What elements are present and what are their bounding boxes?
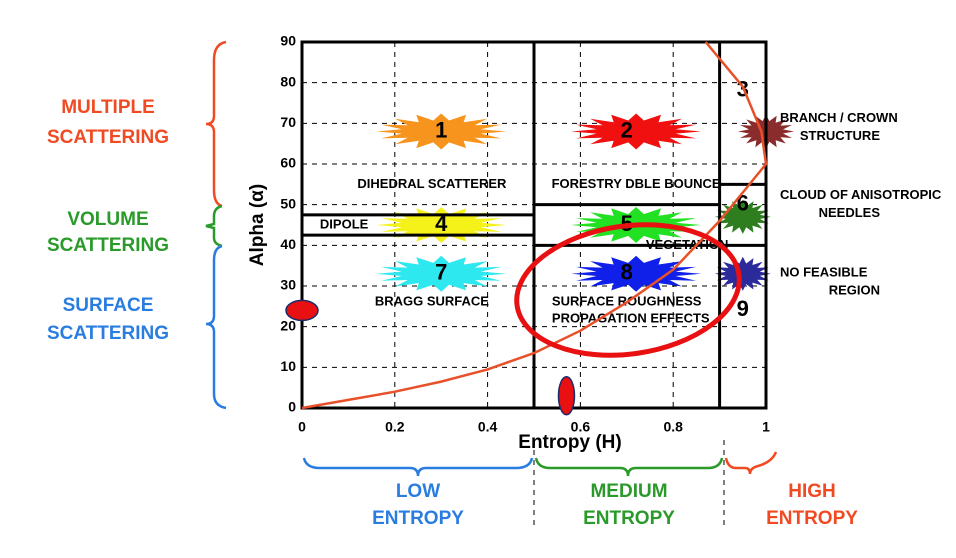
zone-number: 1: [435, 117, 447, 142]
x-axis-label: Entropy (H): [518, 432, 621, 453]
plot-frame: [300, 40, 768, 410]
brace: [205, 244, 227, 410]
zone-description: DIPOLE: [320, 216, 369, 231]
y-axis-label: Alpha (α): [247, 184, 268, 266]
scattering-label: SCATTERING: [47, 235, 169, 256]
y-tick-label: 40: [280, 236, 296, 252]
brace: [205, 40, 227, 208]
entropy-label: ENTROPY: [583, 508, 675, 529]
brace: [302, 457, 534, 477]
scattering-label: SCATTERING: [47, 323, 169, 344]
y-tick-label: 70: [280, 114, 296, 130]
zone-number: 8: [621, 260, 633, 285]
zone-description: CLOUD OF ANISOTROPIC: [780, 187, 942, 202]
scattering-label: MULTIPLE: [61, 97, 155, 118]
entropy-dividers: [533, 440, 725, 530]
y-tick-label: 50: [280, 195, 296, 211]
marker: [285, 299, 319, 322]
entropy-label: ENTROPY: [372, 508, 464, 529]
y-tick-label: 20: [280, 317, 296, 333]
scattering-label: VOLUME: [67, 209, 148, 230]
zone-description: NO FEASIBLE: [780, 264, 868, 279]
entropy-label: MEDIUM: [590, 481, 667, 502]
zone-star: [571, 255, 702, 292]
x-tick-label: 0.6: [571, 419, 591, 435]
zone-description: STRUCTURE: [800, 128, 880, 143]
zone-description: BRAGG SURFACE: [375, 294, 489, 309]
zone-description: BRANCH / CROWN: [780, 110, 898, 125]
brace: [534, 457, 724, 477]
braces: [205, 40, 778, 477]
zone-description: DIHEDRAL SCATTERER: [357, 176, 507, 191]
entropy-label: ENTROPY: [766, 508, 858, 529]
zone-star: [376, 113, 507, 150]
scattering-label: SURFACE: [63, 295, 154, 316]
y-tick-label: 90: [280, 33, 296, 49]
marker: [557, 376, 576, 416]
zone-number: 9: [737, 296, 749, 321]
y-tick-label: 80: [280, 73, 296, 89]
zone-number: 4: [435, 211, 448, 236]
brace: [205, 204, 223, 248]
scattering-label: SCATTERING: [47, 127, 169, 148]
entropy-label: HIGH: [788, 481, 836, 502]
feasible-curve: [301, 41, 768, 410]
highlight-ellipse: [514, 222, 742, 358]
y-tick-label: 60: [280, 155, 296, 171]
x-tick-label: 0.8: [663, 419, 683, 435]
zone-star: [376, 255, 507, 292]
x-tick-label: 1: [762, 419, 770, 435]
zone-star: [571, 113, 702, 150]
zone-description: FORESTRY DBLE BOUNCE: [552, 176, 721, 191]
brace: [724, 451, 778, 475]
zone-description: NEEDLES: [819, 205, 881, 220]
x-tick-label: 0.2: [385, 419, 405, 435]
zone-number: 7: [435, 260, 447, 285]
y-tick-label: 10: [280, 358, 296, 374]
x-tick-label: 0.4: [478, 419, 498, 435]
zone-star: [714, 256, 771, 291]
zone-description: PROPAGATION EFFECTS: [552, 311, 710, 326]
x-tick-label: 0: [298, 419, 306, 435]
y-tick-label: 0: [288, 399, 296, 415]
zone-description: REGION: [829, 282, 880, 297]
zone-number: 2: [621, 117, 633, 142]
y-tick-label: 30: [280, 277, 296, 293]
entropy-label: LOW: [396, 481, 440, 502]
